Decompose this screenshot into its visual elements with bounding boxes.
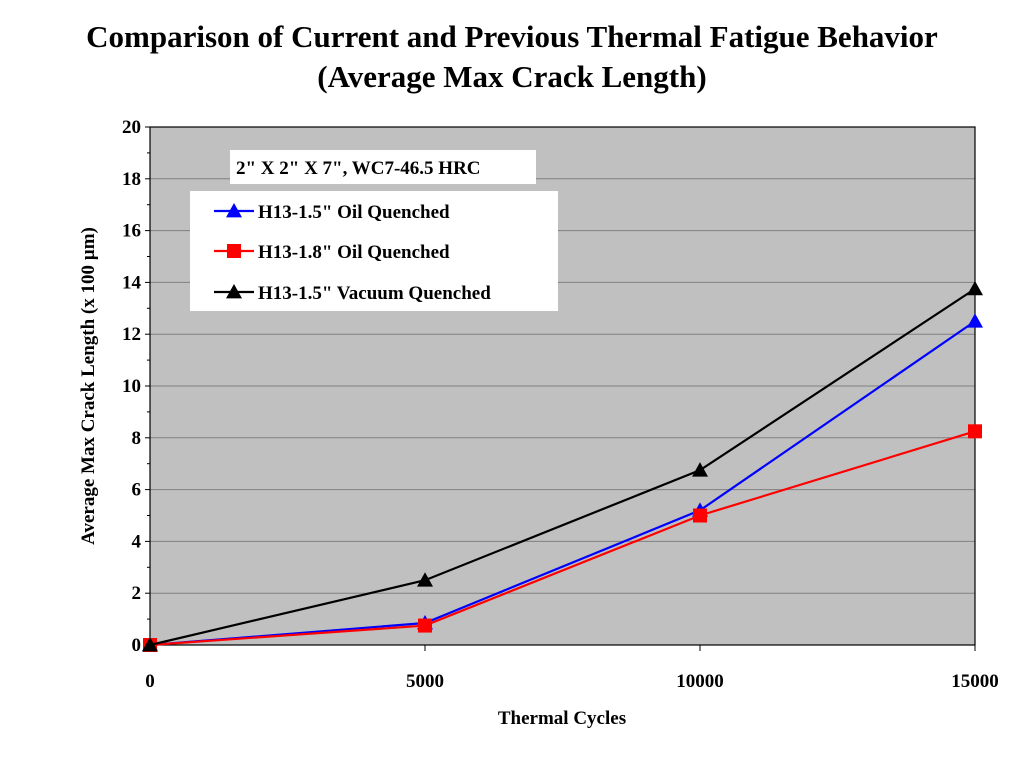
data-point-black (692, 462, 708, 477)
y-tick-label: 2 (132, 583, 142, 604)
legend-marker-black (226, 284, 242, 299)
series-line-black (149, 287, 976, 647)
data-point-black (142, 637, 158, 652)
y-tick-label: 6 (132, 480, 142, 501)
y-tick-label: 4 (132, 531, 142, 552)
annotation-box (230, 150, 536, 184)
y-tick-label: 10 (122, 376, 141, 397)
y-tick-label: 14 (122, 272, 142, 293)
x-tick-label: 10000 (676, 671, 724, 692)
legend-marker-blue (226, 203, 242, 218)
y-tick-label: 16 (122, 221, 141, 242)
y-tick-label: 0 (132, 635, 142, 656)
y-tick-label: 20 (122, 117, 141, 138)
legend-marker-red (227, 244, 241, 258)
data-point-red (418, 618, 432, 633)
legend-label-red: H13-1.8" Oil Quenched (258, 242, 450, 263)
data-point-red (693, 508, 707, 523)
data-point-red (968, 424, 982, 439)
data-point-black (417, 572, 433, 587)
series-line-blue (149, 320, 976, 647)
annotation-text: 2" X 2" X 7", WC7-46.5 HRC (236, 158, 481, 179)
y-tick-label: 18 (122, 169, 141, 190)
y-axis-label: Average Max Crack Length (x 100 µm) (78, 227, 99, 545)
y-tick-label: 8 (132, 428, 142, 449)
data-point-black (967, 280, 983, 296)
legend-label-black: H13-1.5" Vacuum Quenched (258, 283, 491, 304)
data-point-blue (967, 313, 983, 328)
x-tick-label: 0 (145, 671, 155, 692)
x-tick-label: 5000 (406, 671, 444, 692)
x-tick-label: 15000 (951, 671, 999, 692)
x-axis-label: Thermal Cycles (498, 708, 626, 729)
chart-title: Comparison of Current and Previous Therm… (86, 19, 938, 54)
legend-label-blue: H13-1.5" Oil Quenched (258, 202, 450, 223)
y-tick-label: 12 (122, 324, 141, 345)
series-line-red (149, 430, 976, 647)
chart-subtitle: (Average Max Crack Length) (317, 59, 707, 94)
